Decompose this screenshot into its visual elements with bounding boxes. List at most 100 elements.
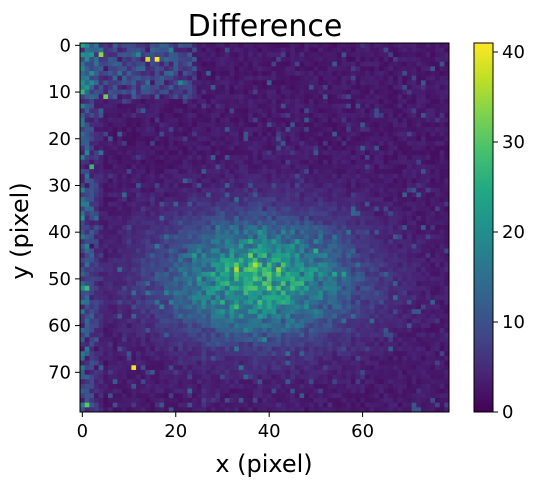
heatmap-cell	[206, 173, 212, 179]
heatmap-cell	[145, 267, 151, 273]
heatmap-cell	[327, 117, 333, 123]
heatmap-cell	[280, 52, 286, 58]
heatmap-cell	[164, 271, 170, 277]
heatmap-cell	[229, 131, 235, 137]
heatmap-cell	[383, 243, 389, 249]
heatmap-cell	[234, 85, 240, 91]
heatmap-cell	[262, 66, 268, 72]
heatmap-cell	[294, 122, 300, 128]
heatmap-cell	[327, 173, 333, 179]
heatmap-cell	[280, 155, 286, 161]
heatmap-cell	[215, 122, 221, 128]
heatmap-cell	[131, 57, 137, 63]
heatmap-cell	[84, 57, 90, 63]
heatmap-cell	[229, 75, 235, 81]
heatmap-cell	[206, 52, 212, 58]
heatmap-cell	[136, 155, 142, 161]
heatmap-cell	[94, 127, 100, 133]
heatmap-cell	[304, 94, 310, 100]
heatmap-cell	[262, 323, 268, 329]
heatmap-cell	[248, 220, 254, 226]
heatmap-cell	[84, 248, 90, 254]
heatmap-cell	[210, 257, 216, 263]
heatmap-cell	[122, 253, 128, 259]
heatmap-cell	[117, 299, 123, 305]
heatmap-cell	[136, 295, 142, 301]
heatmap-cell	[94, 113, 100, 119]
heatmap-cell	[313, 211, 319, 217]
heatmap-cell	[290, 197, 296, 203]
heatmap-cell	[430, 234, 436, 240]
heatmap-cell	[360, 113, 366, 119]
heatmap-cell	[444, 192, 450, 198]
heatmap-cell	[332, 52, 338, 58]
heatmap-cell	[206, 295, 212, 301]
heatmap-cell	[126, 220, 132, 226]
heatmap-cell	[182, 323, 188, 329]
heatmap-cell	[346, 85, 352, 91]
heatmap-cell	[154, 304, 160, 310]
heatmap-cell	[341, 327, 347, 333]
heatmap-cell	[220, 173, 226, 179]
heatmap-cell	[271, 43, 277, 49]
heatmap-cell	[276, 85, 282, 91]
heatmap-cell	[439, 309, 445, 315]
heatmap-cell	[206, 47, 212, 53]
heatmap-cell	[229, 122, 235, 128]
heatmap-cell	[392, 108, 399, 114]
heatmap-cell	[257, 66, 263, 72]
heatmap-cell	[140, 47, 146, 53]
heatmap-cell	[210, 169, 216, 175]
heatmap-cell	[182, 281, 188, 287]
heatmap-cell	[80, 267, 86, 273]
heatmap-cell	[369, 89, 375, 95]
heatmap-cell	[243, 117, 249, 123]
heatmap-cell	[187, 117, 193, 123]
heatmap-cell	[112, 150, 118, 156]
heatmap-cell	[173, 192, 179, 198]
heatmap-cell	[84, 192, 90, 198]
heatmap-cell	[271, 225, 277, 231]
heatmap-cell	[94, 229, 100, 235]
heatmap-cell	[201, 66, 207, 72]
heatmap-cell	[229, 173, 235, 179]
heatmap-cell	[332, 169, 338, 175]
heatmap-cell	[434, 47, 441, 53]
heatmap-cell	[252, 271, 258, 277]
heatmap-cell	[374, 108, 380, 114]
heatmap-cell	[252, 276, 258, 282]
heatmap-cell	[374, 155, 380, 161]
heatmap-cell	[332, 61, 338, 67]
heatmap-cell	[140, 52, 146, 58]
heatmap-cell	[94, 43, 100, 49]
heatmap-cell	[364, 122, 370, 128]
heatmap-cell	[444, 66, 450, 72]
heatmap-cell	[341, 108, 347, 114]
heatmap-cell	[388, 99, 394, 105]
heatmap-cell	[215, 248, 221, 254]
heatmap-cell	[196, 47, 202, 53]
heatmap-cell	[196, 145, 202, 151]
heatmap-cell	[229, 299, 235, 305]
heatmap-cell	[360, 267, 366, 273]
heatmap-cell	[164, 304, 170, 310]
heatmap-cell	[196, 164, 202, 170]
heatmap-cell	[224, 57, 230, 63]
heatmap-cell	[318, 253, 324, 259]
heatmap-cell	[336, 197, 342, 203]
heatmap-cell	[276, 309, 282, 315]
heatmap-cell	[355, 89, 361, 95]
heatmap-cell	[425, 169, 431, 175]
heatmap-cell	[430, 178, 436, 184]
heatmap-cell	[360, 99, 366, 105]
heatmap-cell	[444, 173, 450, 179]
heatmap-cell	[131, 267, 137, 273]
heatmap-cell	[355, 127, 361, 133]
heatmap-cell	[313, 257, 319, 263]
heatmap-cell	[416, 276, 422, 282]
heatmap-cell	[378, 66, 385, 72]
heatmap-cell	[215, 215, 221, 221]
heatmap-cell	[80, 89, 86, 95]
heatmap-cell	[383, 117, 389, 123]
heatmap-cell	[94, 80, 100, 86]
